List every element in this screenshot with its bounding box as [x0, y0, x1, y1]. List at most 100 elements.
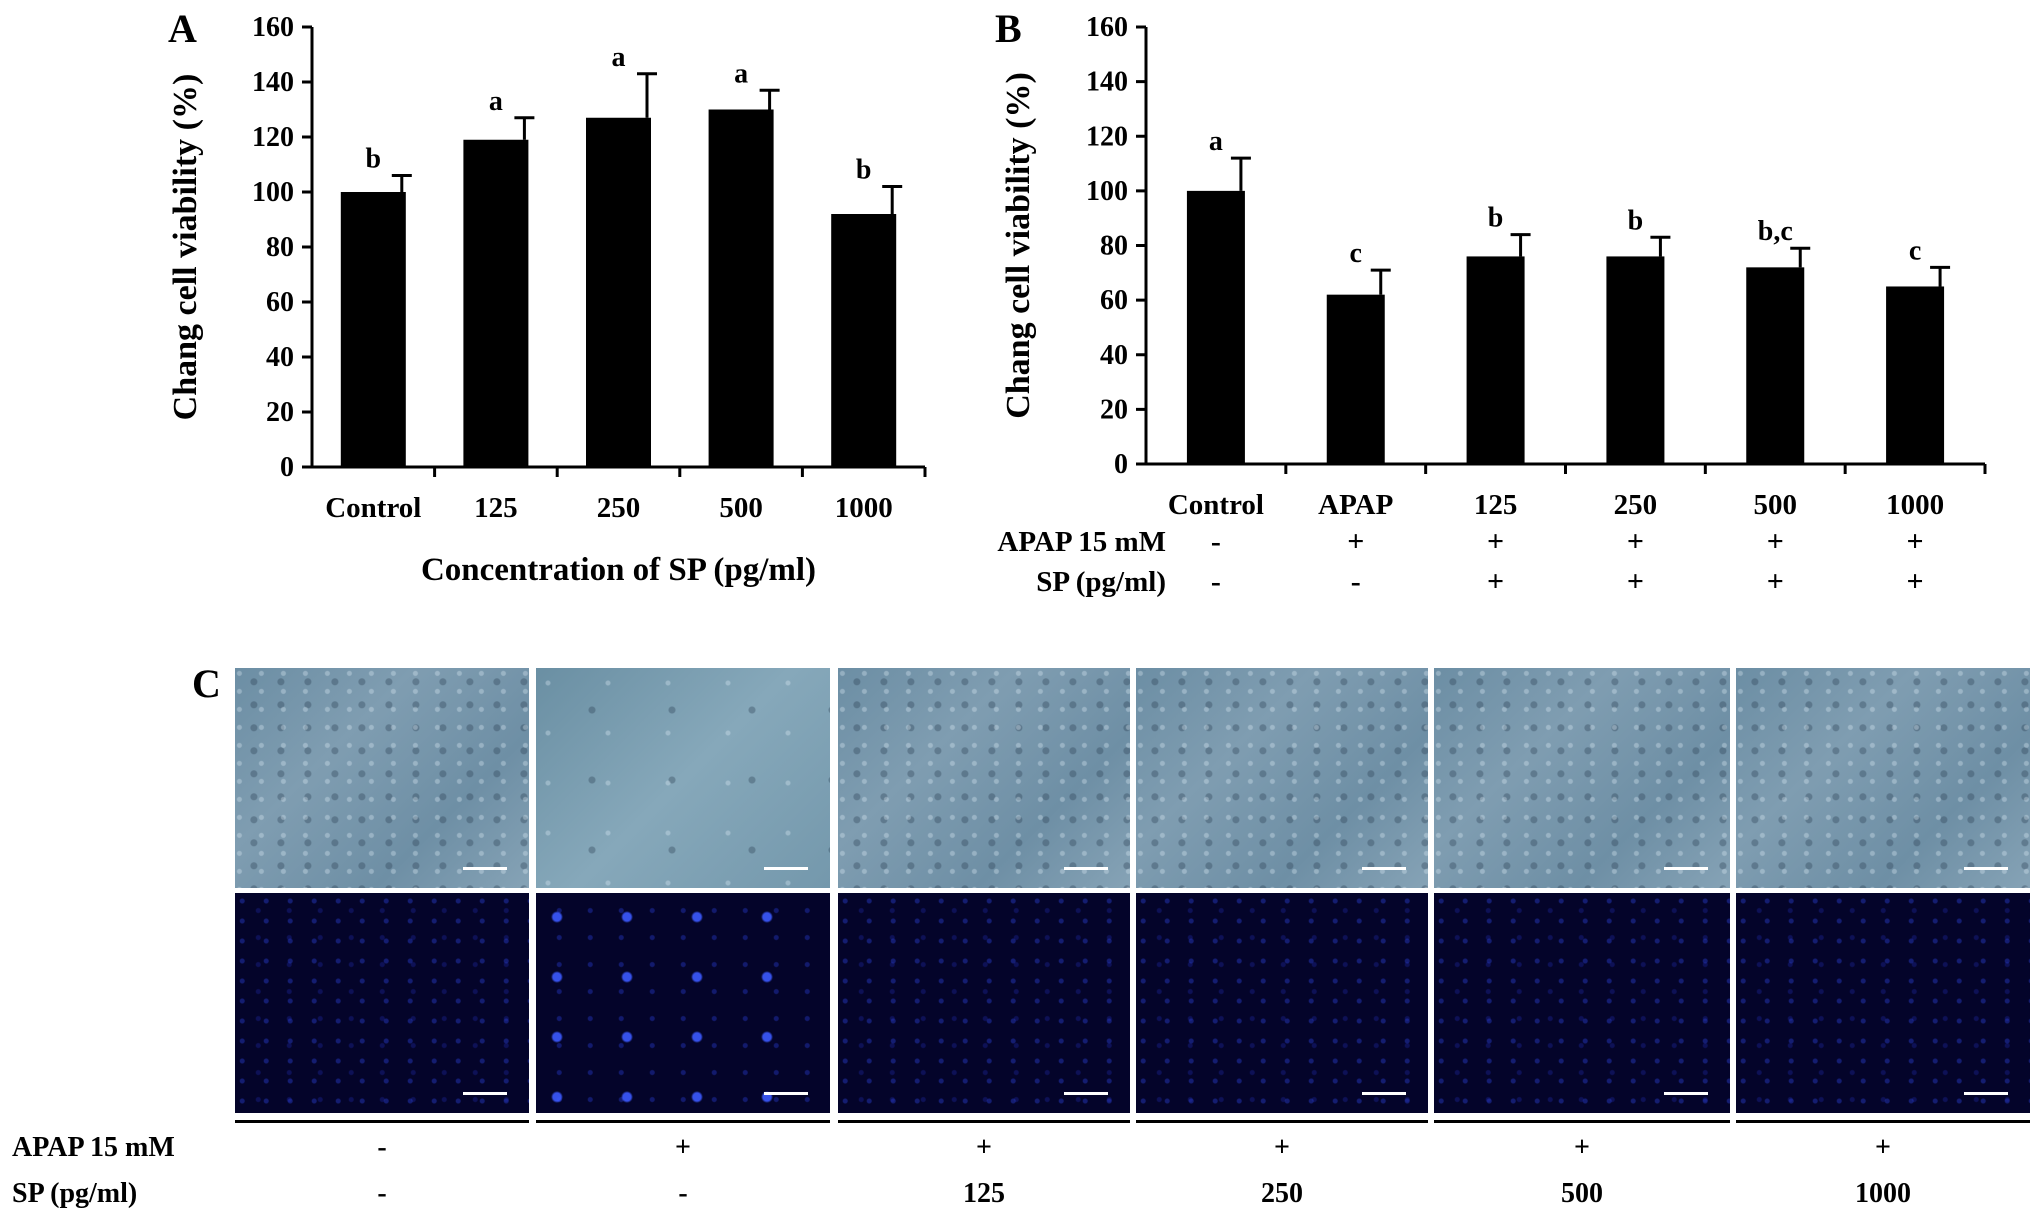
chart-a-panel-label: A	[168, 6, 197, 51]
chart-b-bar	[1466, 256, 1525, 464]
chart-b-bar	[1746, 267, 1805, 464]
chart-b-bar	[1326, 294, 1385, 464]
chart-a-category-label: 250	[597, 492, 641, 524]
chart-b-ytick-label: 140	[1086, 67, 1128, 98]
chart-a-ytick-label: 160	[252, 12, 294, 43]
chart-b-ytick-label: 0	[1114, 449, 1128, 480]
chart-a-y-axis-label: Chang cell viability (%)	[167, 74, 204, 421]
phase-contrast-image	[235, 668, 529, 888]
scale-bar	[764, 1092, 808, 1095]
chart-a-ytick-label: 20	[266, 397, 294, 428]
scale-bar	[1362, 1092, 1406, 1095]
scale-bar	[1664, 1092, 1708, 1095]
panel-c-sp-mark: 250	[1261, 1178, 1303, 1209]
chart-b-bar	[1186, 190, 1245, 464]
chart-a-ytick-label: 140	[252, 67, 294, 98]
panel-c-row-label-apap: APAP 15 mM	[12, 1132, 175, 1163]
phase-contrast-image	[1736, 668, 2030, 888]
chart-b-treatment-mark: -	[1211, 525, 1221, 558]
scale-bar	[463, 867, 507, 870]
fluorescence-image	[1736, 893, 2030, 1113]
fluorescence-image	[838, 893, 1130, 1113]
chart-a-bar	[708, 109, 774, 467]
phase-contrast-image	[536, 668, 830, 888]
chart-a-category-label: 125	[474, 492, 518, 524]
chart-b-treatment-mark: +	[1767, 525, 1784, 558]
scale-bar	[1064, 1092, 1108, 1095]
chart-a-category-label: 1000	[835, 492, 893, 524]
scale-bar	[1362, 867, 1406, 870]
chart-b-panel-label: B	[995, 6, 1022, 51]
phase-contrast-image	[838, 668, 1130, 888]
chart-b-ytick-label: 120	[1086, 121, 1128, 152]
chart-b-significance-label: b	[1488, 203, 1504, 234]
chart-b-significance-label: c	[1350, 238, 1362, 269]
condition-separator-line	[235, 1120, 529, 1123]
fluorescence-image	[1136, 893, 1428, 1113]
panel-c-apap-mark: +	[675, 1132, 691, 1163]
chart-b-treatment-mark: +	[1907, 525, 1924, 558]
chart-a-category-label: 500	[719, 492, 763, 524]
chart-b-treatment-mark: +	[1487, 565, 1504, 598]
fluorescence-image	[1434, 893, 1730, 1113]
chart-b-category-label: 1000	[1886, 489, 1944, 521]
chart-a-ytick-label: 100	[252, 177, 294, 208]
chart-b-ytick-label: 80	[1100, 231, 1128, 262]
panel-c-apap-mark: +	[1875, 1132, 1891, 1163]
chart-b-ytick-label: 60	[1100, 285, 1128, 316]
chart-b-significance-label: c	[1909, 235, 1921, 266]
panel-c-sp-mark: -	[678, 1178, 688, 1209]
chart-b-category-label: 250	[1614, 489, 1658, 521]
panel-c-apap-mark: +	[1274, 1132, 1290, 1163]
fluorescence-image	[235, 893, 529, 1113]
chart-b-treatment-row-label: SP (pg/ml)	[1036, 566, 1166, 598]
panel-c-apap-mark: +	[976, 1132, 992, 1163]
condition-separator-line	[1434, 1120, 1730, 1123]
chart-b-treatment-mark: +	[1627, 565, 1644, 598]
chart-a-ytick-label: 0	[280, 452, 294, 483]
chart-a-ytick-label: 80	[266, 232, 294, 263]
chart-b-treatment-mark: +	[1487, 525, 1504, 558]
scale-bar	[1664, 867, 1708, 870]
scale-bar	[764, 867, 808, 870]
condition-separator-line	[1736, 1120, 2030, 1123]
chart-a: A 0 20 40 60 80 100 120 140 160 Chang cell viabili…	[167, 6, 927, 588]
chart-a-ytick-label: 60	[266, 287, 294, 318]
panel-c-sp-mark: -	[377, 1178, 387, 1209]
chart-a-x-axis-label: Concentration of SP (pg/ml)	[421, 552, 816, 588]
chart-a-significance-label: a	[734, 58, 748, 89]
chart-b-treatment-mark: +	[1767, 565, 1784, 598]
chart-a-category-label: Control	[325, 492, 421, 524]
chart-b-treatment-mark: -	[1351, 565, 1361, 598]
chart-a-ytick-label: 120	[252, 122, 294, 153]
chart-b-ytick-label: 20	[1100, 394, 1128, 425]
chart-a-significance-label: b	[856, 155, 872, 186]
chart-a-significance-label: a	[612, 42, 626, 73]
chart-a-bar	[586, 117, 651, 467]
phase-contrast-image	[1434, 668, 1730, 888]
chart-a-significance-label: a	[489, 86, 503, 117]
chart-a-bar	[463, 139, 529, 467]
panel-c-apap-mark: -	[377, 1132, 387, 1163]
chart-b-significance-label: a	[1209, 126, 1223, 157]
phase-contrast-image	[1136, 668, 1428, 888]
chart-b-significance-label: b,c	[1758, 216, 1793, 247]
chart-b-category-label: 500	[1754, 489, 1798, 521]
chart-b-treatment-row-label: APAP 15 mM	[997, 526, 1166, 558]
panel-c-sp-mark: 1000	[1855, 1178, 1911, 1209]
panel-c-apap-mark: +	[1574, 1132, 1590, 1163]
chart-b-category-label: 125	[1474, 489, 1518, 521]
chart-b-treatment-mark: +	[1627, 525, 1644, 558]
condition-separator-line	[1136, 1120, 1428, 1123]
scale-bar	[463, 1092, 507, 1095]
fluorescence-image	[536, 893, 830, 1113]
scale-bar	[1064, 867, 1108, 870]
chart-b-ytick-label: 100	[1086, 176, 1128, 207]
panel-c-row-label-sp: SP (pg/ml)	[12, 1178, 138, 1209]
chart-b-category-label: APAP	[1318, 489, 1393, 521]
panel-c-sp-mark: 125	[963, 1178, 1005, 1209]
chart-b-ytick-label: 40	[1100, 340, 1128, 371]
panel-c-label: C	[192, 661, 221, 706]
panel-c-sp-mark: 500	[1561, 1178, 1603, 1209]
